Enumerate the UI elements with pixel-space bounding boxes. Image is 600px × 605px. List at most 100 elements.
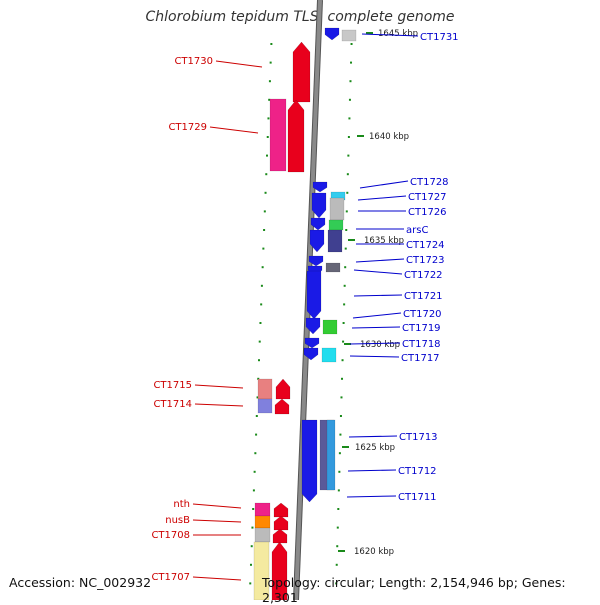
reverse-gene-label: CT1720: [403, 309, 442, 320]
reverse-gene-label: CT1723: [406, 255, 445, 266]
forward-leader-line: [215, 60, 263, 68]
tick-dot: [344, 266, 347, 269]
reverse-gene-label: CT1721: [404, 291, 443, 302]
tick-dot: [338, 452, 341, 455]
reverse-gene-label: CT1719: [402, 323, 441, 334]
tick-dot: [343, 284, 346, 287]
reverse-gene-arrow: [308, 255, 324, 267]
forward-leader-line: [192, 576, 242, 581]
forward-feature-block: [254, 502, 271, 517]
tick-dot: [335, 563, 338, 566]
tick-dot: [254, 452, 257, 455]
tick-dot: [267, 117, 270, 120]
forward-gene-label: nth: [173, 499, 190, 510]
forward-leader-line: [209, 126, 259, 134]
reverse-feature-block: [328, 219, 344, 231]
reverse-feature-block: [341, 29, 357, 42]
reverse-leader-line: [347, 469, 397, 472]
reverse-feature-block: [325, 262, 341, 273]
reverse-gene-label: arsC: [406, 225, 428, 236]
tick-dot: [336, 526, 339, 529]
tick-dot: [339, 415, 342, 417]
forward-gene-arrow: [287, 99, 305, 173]
tick-dot: [335, 582, 338, 585]
tick-dot: [253, 470, 256, 473]
tick-dot: [338, 470, 341, 473]
forward-feature-block: [269, 98, 287, 172]
reverse-gene-label: CT1731: [420, 32, 459, 43]
tick-dot: [350, 61, 353, 64]
reverse-gene-arrow: [306, 270, 322, 320]
tick-dot: [257, 359, 260, 362]
genome-summary: Topology: circular; Length: 2,154,946 bp…: [262, 575, 566, 605]
forward-gene-arrow: [274, 398, 290, 415]
reverse-gene-label: CT1713: [399, 432, 438, 443]
reverse-leader-line: [346, 495, 397, 498]
reverse-leader-line: [349, 355, 400, 358]
reverse-feature-block: [327, 229, 343, 253]
tick-dot: [346, 173, 349, 176]
kbp-tick: [342, 446, 349, 448]
forward-gene-arrow: [292, 41, 311, 103]
tick-dot: [268, 98, 271, 101]
forward-gene-arrow: [272, 528, 288, 544]
forward-gene-arrow: [275, 378, 291, 400]
reverse-gene-arrow: [311, 192, 327, 219]
tick-dot: [341, 359, 344, 362]
forward-gene-label: CT1708: [151, 530, 190, 541]
kbp-tick: [344, 343, 351, 345]
tick-dot: [270, 43, 273, 45]
tick-dot: [346, 191, 349, 194]
forward-leader-line: [194, 384, 244, 389]
tick-dot: [257, 377, 260, 380]
reverse-feature-block: [322, 319, 338, 335]
forward-gene-arrow: [273, 502, 289, 518]
forward-feature-block: [254, 515, 271, 529]
reverse-leader-line: [352, 312, 402, 319]
reverse-gene-arrow: [309, 229, 325, 253]
tick-dot: [266, 154, 269, 157]
reverse-gene-label: CT1712: [398, 466, 437, 477]
forward-gene-label: CT1714: [153, 399, 192, 410]
reverse-feature-block: [321, 347, 337, 363]
reverse-gene-label: CT1727: [408, 192, 447, 203]
tick-dot: [347, 154, 350, 157]
reverse-gene-label: CT1718: [402, 339, 441, 350]
reverse-leader-line: [357, 195, 407, 201]
forward-gene-label: CT1730: [174, 56, 213, 67]
reverse-gene-arrow: [324, 27, 340, 41]
tick-dot: [342, 340, 345, 343]
reverse-gene-label: CT1711: [398, 492, 437, 503]
tick-dot: [263, 210, 266, 213]
reverse-leader-line: [361, 33, 419, 37]
forward-gene-label: nusB: [165, 515, 190, 526]
tick-dot: [345, 210, 348, 213]
reverse-gene-arrow: [312, 181, 328, 193]
forward-leader-line: [192, 503, 242, 509]
tick-dot: [345, 229, 348, 231]
kbp-label: 1640 kbp: [369, 132, 409, 142]
tick-dot: [255, 433, 258, 436]
forward-feature-block: [254, 527, 271, 543]
tick-dot: [340, 396, 343, 399]
tick-dot: [252, 508, 255, 510]
tick-dot: [342, 322, 345, 324]
reverse-gene-arrow: [305, 317, 321, 335]
reverse-feature-block: [329, 197, 345, 221]
tick-dot: [339, 433, 342, 436]
reverse-gene-arrow: [303, 347, 319, 361]
tick-dot: [259, 322, 262, 324]
forward-gene-label: CT1715: [153, 380, 192, 391]
tick-dot: [269, 61, 272, 64]
tick-dot: [348, 117, 351, 120]
kbp-tick: [357, 135, 364, 137]
tick-dot: [255, 415, 258, 417]
tick-dot: [344, 247, 347, 250]
tick-dot: [348, 98, 351, 101]
tick-dot: [262, 247, 265, 250]
tick-dot: [268, 80, 271, 83]
inner-tick-track: [335, 43, 353, 585]
tick-dot: [260, 284, 263, 287]
tick-dot: [263, 229, 266, 231]
reverse-gene-arrow: [310, 217, 326, 231]
